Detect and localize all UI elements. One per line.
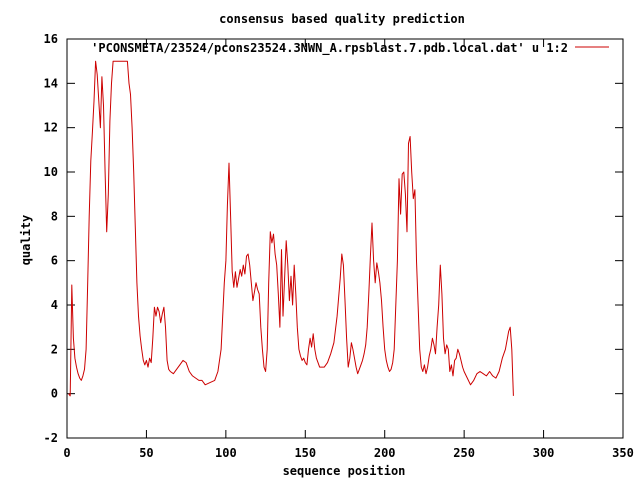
y-tick-label: 8 <box>51 209 58 223</box>
legend-label: 'PCONSMETA/23524/pcons23524.3NWN_A.rpsbl… <box>91 41 568 56</box>
legend: 'PCONSMETA/23524/pcons23524.3NWN_A.rpsbl… <box>91 41 609 56</box>
y-axis-ticks: -2 0 2 4 6 8 10 12 14 16 <box>44 32 623 445</box>
y-tick-label: 0 <box>51 387 58 401</box>
series-layer <box>68 60 514 397</box>
x-tick-label: 350 <box>612 446 634 460</box>
x-tick-label: 300 <box>533 446 555 460</box>
x-tick-label: 0 <box>63 446 70 460</box>
plot-frame <box>66 38 624 439</box>
y-tick-label: 16 <box>44 32 58 46</box>
x-tick-label: 150 <box>294 446 316 460</box>
x-axis-ticks: 0 50 100 150 200 250 300 350 <box>63 39 634 460</box>
x-tick-label: 200 <box>374 446 396 460</box>
y-axis-label: quality <box>19 215 33 266</box>
y-tick-label: 4 <box>51 298 58 312</box>
x-tick-label: 250 <box>453 446 475 460</box>
y-tick-label: -2 <box>44 431 58 445</box>
y-tick-label: 12 <box>44 121 58 135</box>
y-tick-label: 2 <box>51 342 58 356</box>
y-tick-label: 14 <box>44 76 58 90</box>
x-tick-label: 100 <box>215 446 237 460</box>
y-tick-label: 6 <box>51 254 58 268</box>
chart-title: consensus based quality prediction <box>219 12 465 26</box>
y-tick-label: 10 <box>44 165 58 179</box>
quality-series-line <box>68 60 514 397</box>
plot-border <box>66 38 624 439</box>
x-tick-label: 50 <box>139 446 153 460</box>
x-axis-label: sequence position <box>283 464 406 478</box>
